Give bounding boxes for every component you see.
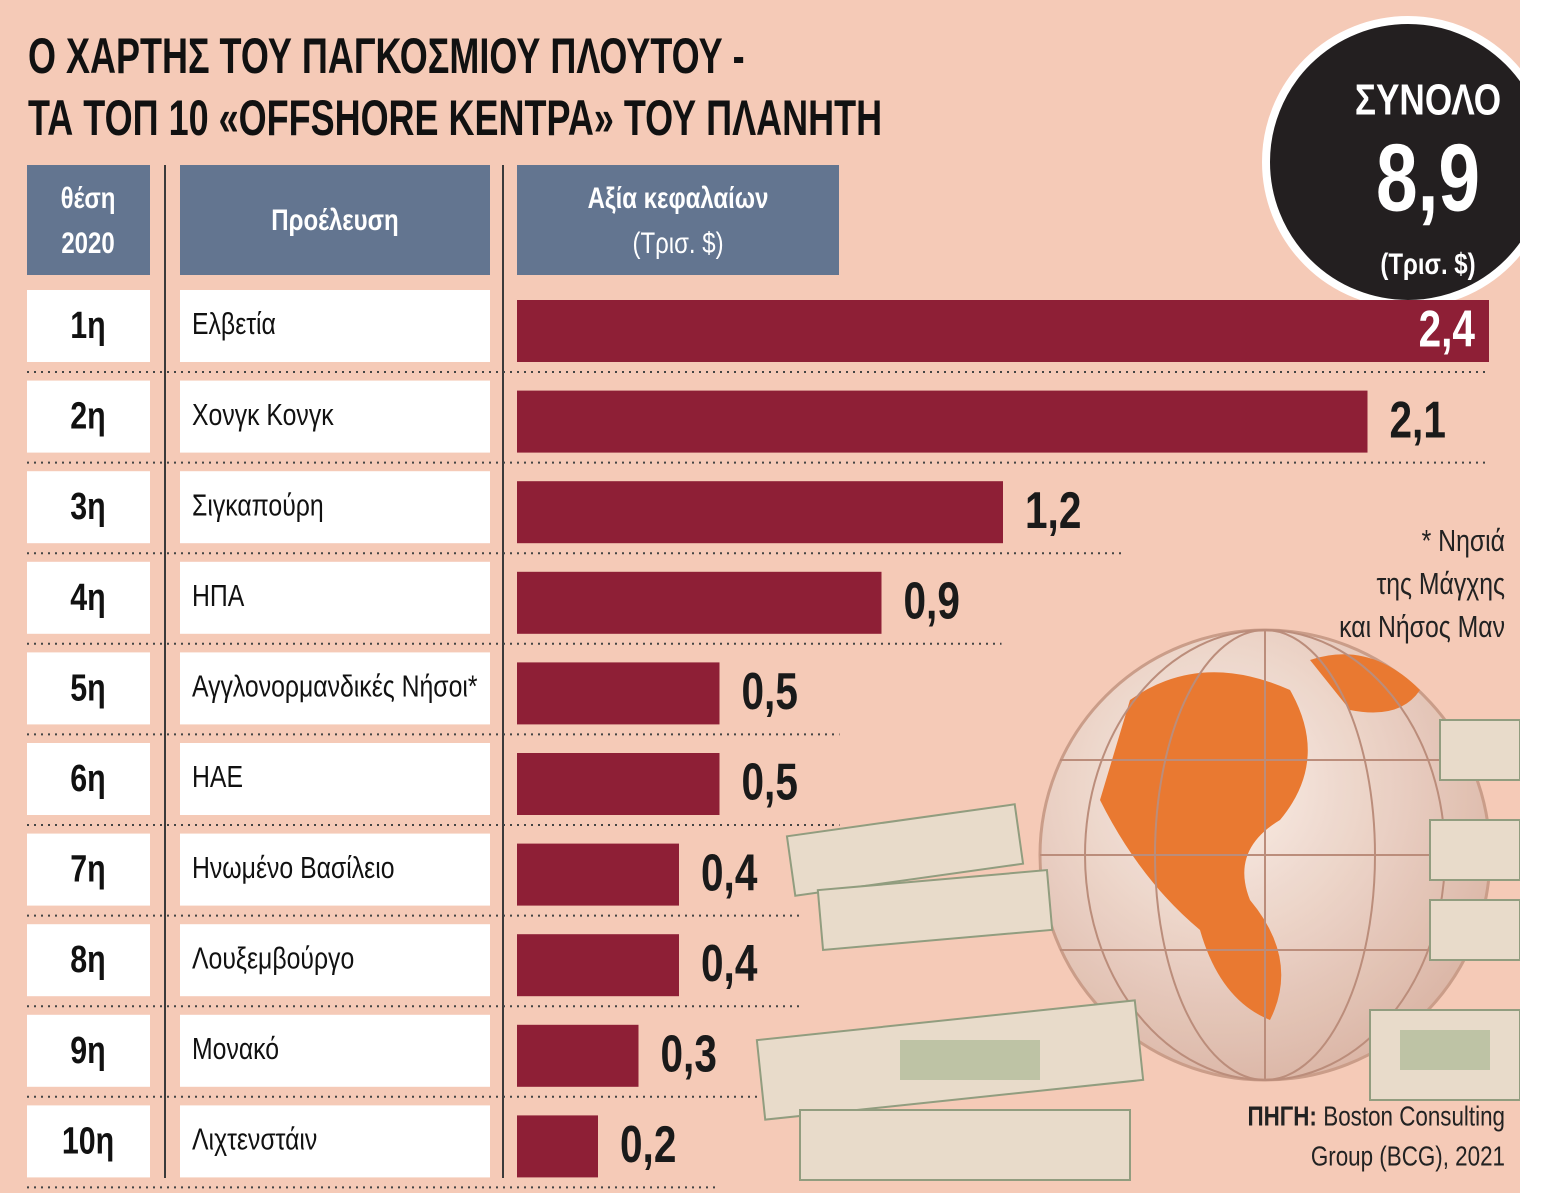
rank-box: [27, 1105, 150, 1178]
value-label: 2,1: [1390, 390, 1446, 448]
category-label: Μονακό: [192, 1031, 279, 1065]
bar: [517, 843, 679, 906]
bar: [517, 571, 882, 634]
rank-box: [27, 471, 150, 544]
bar: [517, 390, 1368, 453]
total-unit: (Τρισ. $): [1380, 246, 1475, 280]
rank-box: [27, 561, 150, 634]
header-label: (Τρισ. $): [632, 225, 723, 259]
rank-label: 1η: [70, 305, 105, 347]
bar: [517, 1024, 639, 1087]
chart-title: Ο ΧΑΡΤΗΣ ΤΟΥ ΠΑΓΚΟΣΜΙΟΥ ΠΛΟΥΤΟΥ -: [28, 30, 745, 85]
category-label: Αγγλονορμανδικές Νήσοι*: [192, 669, 478, 703]
origin-box: [180, 833, 490, 906]
rank-label: 5η: [70, 667, 105, 709]
origin-box: [180, 561, 490, 634]
bar: [517, 753, 720, 815]
rank-box: [27, 290, 150, 362]
rank-box: [27, 652, 150, 725]
rank-label: 4η: [70, 577, 105, 619]
category-label: ΗΠΑ: [192, 578, 245, 612]
category-label: Σιγκαπούρη: [192, 488, 324, 522]
category-label: Ελβετία: [192, 307, 276, 341]
value-label: 0,5: [742, 662, 798, 720]
header-box: [27, 165, 150, 275]
header-box: [517, 165, 839, 275]
value-label: 0,4: [701, 843, 757, 901]
header-box: [180, 165, 490, 275]
rank-box: [27, 743, 150, 815]
source: ΠΗΓΗ: Boston Consulting: [1247, 1101, 1505, 1132]
note: της Μάγχης: [1376, 567, 1505, 601]
value-label: 2,4: [1419, 300, 1475, 358]
rank-label: 6η: [70, 758, 105, 800]
category-label: Λιχτενστάιν: [192, 1122, 317, 1156]
value-label: 0,5: [742, 753, 798, 811]
rank-box: [27, 1014, 150, 1087]
value-label: 0,3: [661, 1025, 717, 1083]
category-label: Ηνωμένο Βασίλειο: [192, 850, 394, 884]
origin-box: [180, 1105, 490, 1178]
rank-label: 2η: [70, 396, 105, 438]
rank-label: 3η: [70, 486, 105, 528]
value-label: 0,2: [620, 1115, 676, 1173]
category-label: Χονγκ Κονγκ: [192, 397, 334, 431]
illustration: [755, 628, 1521, 1181]
value-label: 1,2: [1025, 481, 1081, 539]
value-label: 0,4: [701, 934, 757, 992]
rank-box: [27, 924, 150, 997]
header-label: Αξία κεφαλαίων: [588, 180, 769, 214]
source-label: ΠΗΓΗ:: [1247, 1101, 1316, 1132]
value-label: 0,9: [904, 572, 960, 630]
note: * Νησιά: [1422, 524, 1505, 558]
chart-title: ΤΑ ΤΟΠ 10 «OFFSHORE ΚΕΝΤΡΑ» ΤΟΥ ΠΛΑΝΗΤΗ: [28, 92, 882, 147]
rank-label: 9η: [70, 1030, 105, 1072]
bar: [517, 481, 1003, 544]
rank-label: 8η: [70, 939, 105, 981]
origin-box: [180, 1014, 490, 1087]
source-line: Boston Consulting: [1323, 1101, 1505, 1132]
origin-box: [180, 924, 490, 997]
total-label: ΣΥΝΟΛΟ: [1355, 76, 1501, 125]
category-label: ΗΑΕ: [192, 760, 243, 794]
origin-box: [180, 652, 490, 725]
header-label: 2020: [61, 225, 114, 259]
source: Group (BCG), 2021: [1311, 1141, 1505, 1172]
origin-box: [180, 743, 490, 815]
category-label: Λουξεμβούργο: [192, 941, 354, 975]
origin-box: [180, 290, 490, 362]
note: και Νήσος Μαν: [1339, 610, 1505, 644]
rank-label: 7η: [70, 849, 105, 891]
rank-label: 10η: [62, 1120, 114, 1162]
origin-box: [180, 380, 490, 453]
header-label: Προέλευση: [271, 202, 398, 236]
total-value: 8,9: [1376, 124, 1480, 231]
bar: [517, 934, 679, 997]
header-label: θέση: [61, 180, 116, 214]
bar: [517, 662, 720, 725]
rank-box: [27, 833, 150, 906]
right-margin: [1520, 0, 1560, 1193]
rank-box: [27, 380, 150, 453]
bar: [517, 300, 1489, 362]
origin-box: [180, 471, 490, 544]
bar: [517, 1115, 598, 1178]
